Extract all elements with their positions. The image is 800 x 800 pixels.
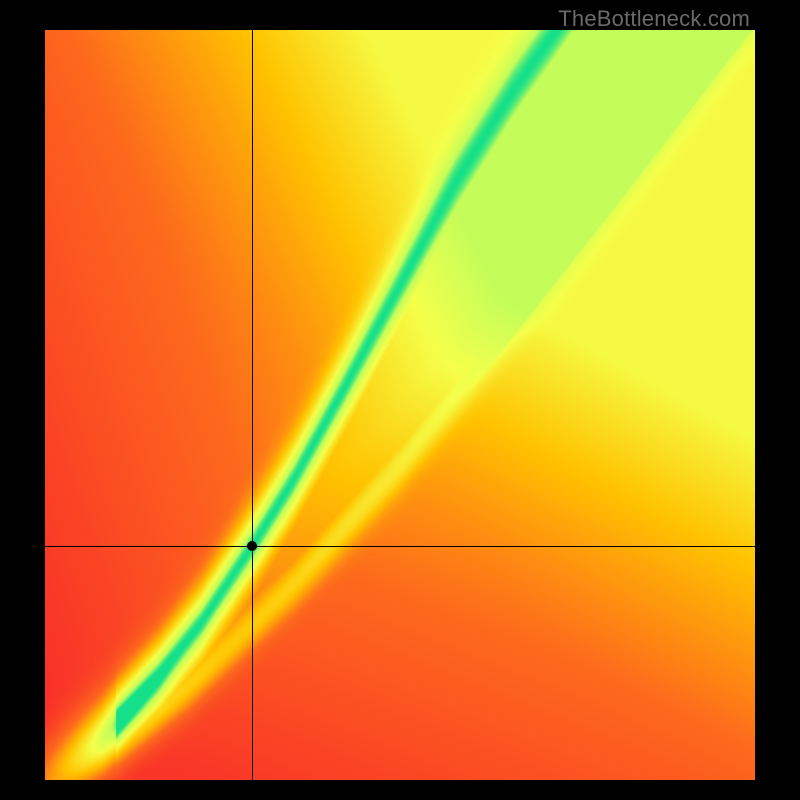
data-point-marker [247,541,257,551]
crosshair-horizontal [45,546,755,547]
crosshair-vertical [252,30,253,780]
heatmap-canvas [45,30,755,780]
heatmap-plot [45,30,755,780]
watermark-text: TheBottleneck.com [558,6,750,32]
